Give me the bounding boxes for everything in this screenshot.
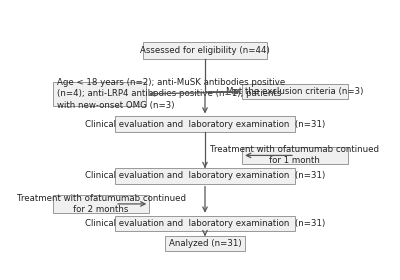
Text: Treatment with ofatumumab continued
for 1 month: Treatment with ofatumumab continued for … xyxy=(210,145,379,165)
FancyBboxPatch shape xyxy=(53,195,149,213)
Text: Assessed for eligibility (n=44): Assessed for eligibility (n=44) xyxy=(140,46,270,55)
FancyBboxPatch shape xyxy=(143,42,267,59)
FancyBboxPatch shape xyxy=(115,116,295,132)
FancyBboxPatch shape xyxy=(115,216,295,231)
Text: Treatment with ofatumumab continued
for 2 months: Treatment with ofatumumab continued for … xyxy=(17,194,186,214)
Text: Met the exclusion criteria (n=3): Met the exclusion criteria (n=3) xyxy=(226,87,364,96)
Text: Analyzed (n=31): Analyzed (n=31) xyxy=(169,239,241,248)
FancyBboxPatch shape xyxy=(242,147,348,164)
FancyBboxPatch shape xyxy=(165,236,245,251)
Text: Age < 18 years (n=2); anti-MuSK antibodies positive
(n=4); anti-LRP4 antibodies : Age < 18 years (n=2); anti-MuSK antibodi… xyxy=(57,78,285,109)
FancyBboxPatch shape xyxy=(115,168,295,184)
FancyBboxPatch shape xyxy=(53,82,146,106)
Text: Clinical evaluation and  laboratory examination  (n=31): Clinical evaluation and laboratory exami… xyxy=(85,219,325,228)
Text: Clinical evaluation and  laboratory examination  (n=31): Clinical evaluation and laboratory exami… xyxy=(85,120,325,129)
FancyBboxPatch shape xyxy=(242,84,348,99)
Text: Clinical evaluation and  laboratory examination  (n=31): Clinical evaluation and laboratory exami… xyxy=(85,171,325,180)
